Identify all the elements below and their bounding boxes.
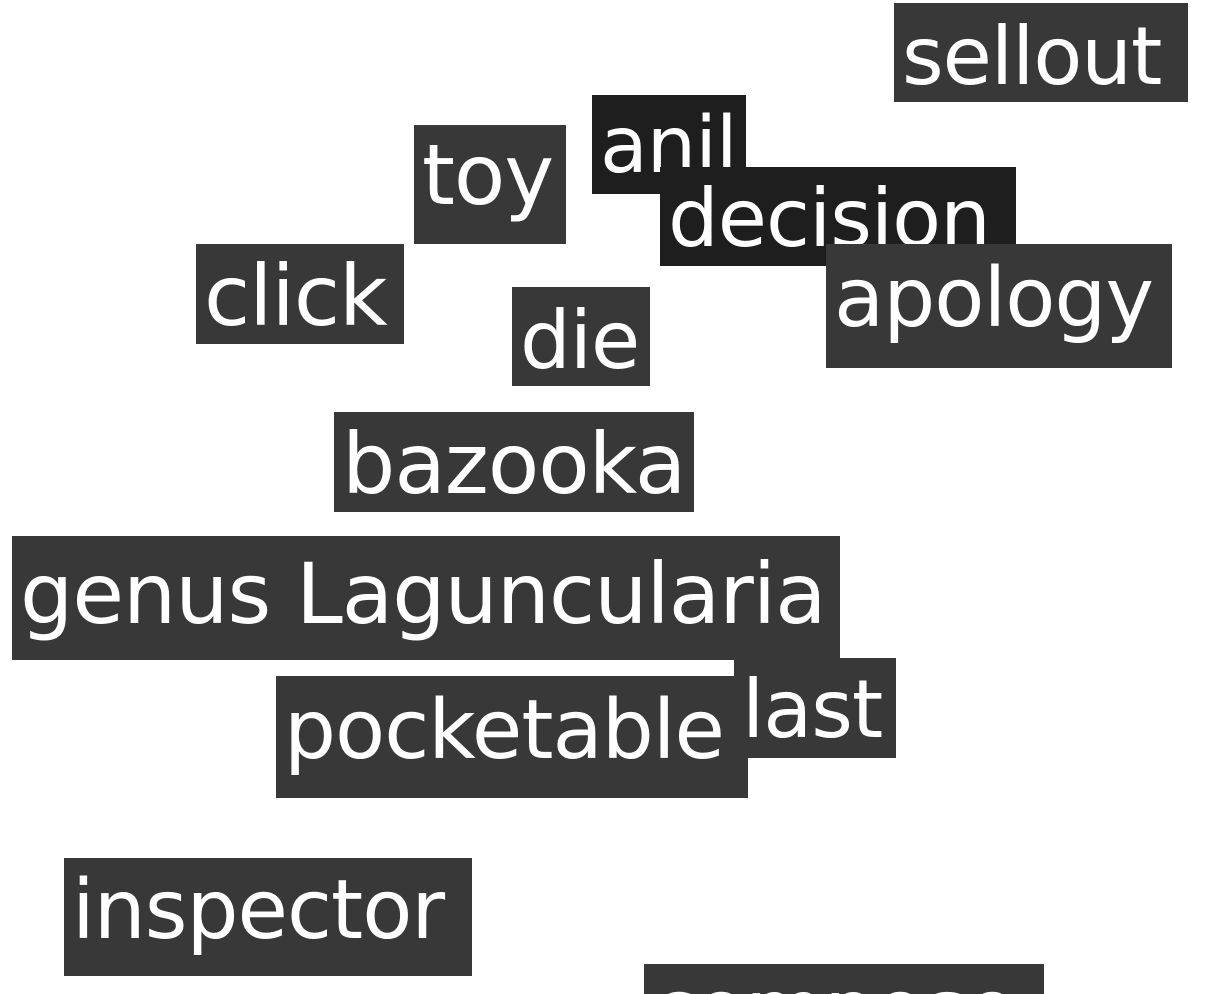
word-die-text: die — [520, 294, 640, 386]
word-pocketable-text: pocketable — [284, 683, 725, 778]
word-toy: toy — [414, 125, 566, 244]
word-compose: compose — [644, 964, 1044, 994]
word-bazooka: bazooka — [334, 412, 694, 512]
word-inspector: inspector — [64, 858, 472, 976]
word-die: die — [512, 287, 650, 386]
word-sellout-text: sellout — [902, 10, 1162, 102]
word-toy-text: toy — [422, 126, 554, 224]
word-genus-laguncularia-text: genus Laguncularia — [20, 545, 827, 643]
word-sellout: sellout — [894, 3, 1188, 102]
word-click-text: click — [204, 247, 388, 344]
word-last-text: last — [742, 663, 883, 756]
word-apology-text: apology — [834, 251, 1154, 346]
word-apology: apology — [826, 244, 1172, 368]
word-inspector-text: inspector — [72, 863, 445, 958]
word-bazooka-text: bazooka — [342, 415, 686, 512]
word-compose-text: compose — [652, 970, 1017, 994]
word-pocketable: pocketable — [276, 676, 748, 798]
word-last: last — [734, 658, 896, 758]
word-genus-laguncularia: genus Laguncularia — [12, 536, 840, 660]
word-anil: anil — [592, 95, 746, 194]
word-click: click — [196, 244, 404, 344]
